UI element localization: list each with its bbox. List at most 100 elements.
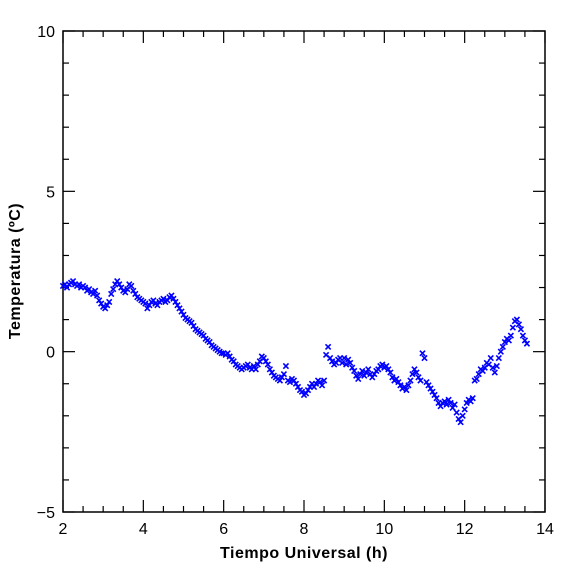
data-point — [353, 372, 360, 379]
data-point — [433, 394, 440, 402]
data-point — [369, 374, 376, 381]
y-tick-label: 10 — [37, 24, 55, 41]
data-point — [443, 401, 450, 408]
data-point — [379, 361, 386, 368]
data-point — [174, 302, 181, 309]
data-point — [393, 375, 400, 383]
data-point — [445, 396, 452, 403]
data-point — [469, 394, 476, 402]
data-point — [294, 383, 302, 391]
data-point — [150, 297, 157, 304]
data-point — [338, 359, 346, 367]
data-point — [122, 289, 129, 296]
data-point — [114, 277, 121, 285]
data-point — [144, 305, 151, 312]
data-point — [286, 378, 294, 386]
data-point — [262, 358, 270, 365]
data-point — [495, 354, 502, 362]
data-point — [473, 375, 480, 383]
data-point — [69, 277, 77, 285]
data-point — [413, 369, 420, 376]
data-point — [104, 302, 111, 309]
data-point — [405, 382, 412, 389]
data-points — [59, 277, 531, 426]
data-point — [290, 377, 298, 384]
data-point — [357, 370, 364, 378]
data-point — [505, 337, 513, 344]
tick-labels: 2 4 6 8 10 12 14 −5 0 5 10 — [37, 24, 554, 538]
data-point — [304, 386, 312, 394]
data-point — [218, 350, 225, 357]
x-tick-label: 2 — [59, 521, 68, 538]
data-point — [176, 305, 183, 312]
data-point — [411, 366, 418, 373]
x-tick-label: 14 — [536, 521, 554, 538]
data-point — [108, 290, 115, 298]
data-point — [332, 359, 340, 367]
data-point — [93, 292, 101, 299]
data-point — [89, 290, 97, 298]
data-point — [310, 383, 318, 391]
data-point — [499, 343, 506, 351]
data-point — [292, 380, 300, 387]
data-point — [190, 322, 197, 330]
data-point — [409, 370, 416, 378]
data-point — [118, 284, 125, 291]
data-point — [521, 337, 529, 344]
data-point — [523, 340, 531, 347]
data-point — [349, 364, 356, 371]
axis-ticks — [62, 30, 546, 513]
data-point — [252, 366, 259, 373]
data-point — [63, 284, 71, 291]
data-point — [415, 374, 422, 381]
x-tick-label: 10 — [375, 521, 393, 538]
data-point — [170, 295, 177, 302]
x-tick-label: 6 — [219, 521, 228, 538]
data-point — [282, 362, 290, 370]
data-point — [459, 412, 466, 419]
data-point — [130, 287, 137, 294]
data-point — [489, 364, 496, 371]
data-point — [359, 367, 366, 375]
data-point — [395, 378, 402, 386]
data-point — [206, 338, 213, 346]
data-point — [501, 338, 508, 346]
data-point — [429, 388, 436, 395]
data-point — [276, 377, 284, 384]
data-point — [142, 300, 149, 307]
data-point — [324, 343, 332, 351]
data-point — [172, 298, 179, 306]
data-point — [97, 300, 105, 307]
y-axis-label: Temperatura (ºC) — [7, 203, 24, 339]
data-point — [110, 285, 117, 293]
data-point — [401, 383, 408, 391]
data-point — [431, 391, 438, 399]
data-point — [365, 366, 372, 373]
x-axis-label: Tiempo Universal (h) — [220, 545, 388, 562]
data-point — [467, 398, 474, 405]
data-point — [517, 326, 525, 333]
x-tick-label: 4 — [139, 521, 148, 538]
data-point — [447, 399, 454, 407]
data-point — [387, 369, 394, 376]
data-point — [298, 388, 306, 395]
data-point — [266, 366, 274, 373]
data-point — [383, 362, 390, 370]
data-point — [363, 369, 370, 376]
data-point — [244, 361, 251, 368]
data-point — [343, 361, 350, 368]
data-point — [230, 358, 237, 365]
data-point — [178, 308, 185, 315]
data-point — [463, 399, 470, 407]
data-point — [302, 390, 310, 397]
data-point — [437, 403, 444, 410]
data-point — [106, 298, 113, 306]
y-tick-label: −5 — [37, 505, 55, 522]
data-point — [154, 302, 161, 309]
data-point — [427, 385, 434, 392]
data-point — [132, 290, 139, 298]
data-point — [168, 292, 175, 299]
data-point — [280, 370, 288, 378]
data-point — [316, 378, 324, 386]
